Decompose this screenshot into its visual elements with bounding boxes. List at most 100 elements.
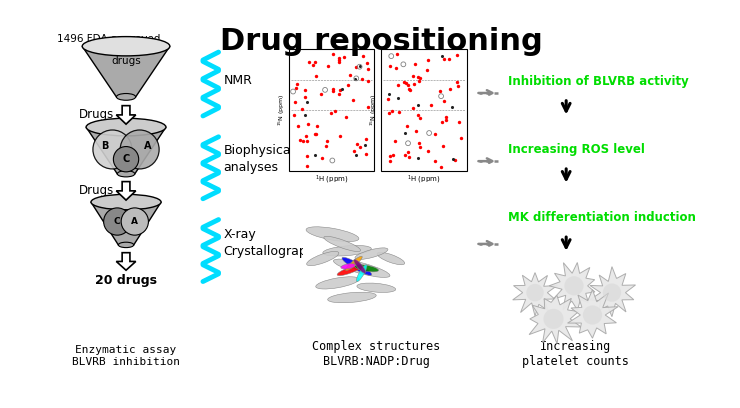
Point <box>384 153 396 160</box>
Point <box>321 137 333 144</box>
Point <box>302 121 314 127</box>
Text: MK differentiation induction: MK differentiation induction <box>508 211 696 224</box>
Point <box>360 151 372 157</box>
Polygon shape <box>116 253 135 270</box>
Point <box>412 155 424 161</box>
Point <box>301 98 313 105</box>
Point <box>291 81 303 87</box>
Ellipse shape <box>337 265 363 276</box>
Point <box>309 151 321 158</box>
Text: B: B <box>101 141 108 151</box>
Point <box>301 153 313 160</box>
Point <box>389 137 401 144</box>
Point <box>315 91 327 97</box>
Polygon shape <box>91 202 161 245</box>
Point <box>425 102 437 108</box>
Bar <box>289 49 374 171</box>
Point <box>453 119 465 126</box>
Point <box>388 152 400 158</box>
Point <box>440 117 452 124</box>
Ellipse shape <box>118 242 134 248</box>
Polygon shape <box>590 267 636 317</box>
Text: Enzymatic assay
BLVRB inhibition: Enzymatic assay BLVRB inhibition <box>72 345 180 367</box>
Point <box>403 85 415 92</box>
Point <box>362 78 374 85</box>
Point <box>386 53 397 60</box>
Point <box>405 87 417 93</box>
Point <box>413 140 425 146</box>
Point <box>319 86 331 93</box>
Text: NMR: NMR <box>223 74 252 87</box>
Point <box>354 62 366 69</box>
Point <box>451 79 462 85</box>
Point <box>334 133 346 140</box>
Circle shape <box>104 208 131 235</box>
Text: A: A <box>131 217 138 226</box>
Point <box>362 104 374 110</box>
Point <box>320 143 332 149</box>
Text: A: A <box>144 141 151 151</box>
Point <box>350 75 362 82</box>
Point <box>301 138 313 144</box>
Point <box>352 141 363 148</box>
Text: Drugs: Drugs <box>79 108 115 121</box>
Point <box>333 57 345 64</box>
Point <box>295 137 306 143</box>
Point <box>349 76 361 82</box>
Text: C: C <box>114 217 121 226</box>
Point <box>359 142 371 149</box>
Point <box>398 79 410 86</box>
Ellipse shape <box>306 227 359 242</box>
Ellipse shape <box>334 259 390 277</box>
Point <box>393 109 405 115</box>
Point <box>354 144 366 151</box>
Point <box>383 62 395 69</box>
Point <box>383 110 395 116</box>
Ellipse shape <box>357 283 396 293</box>
Polygon shape <box>568 290 618 338</box>
Point <box>421 66 433 73</box>
Point <box>287 88 299 95</box>
Point <box>440 114 452 120</box>
Point <box>407 73 419 80</box>
Point <box>303 58 315 65</box>
Point <box>402 81 414 88</box>
Point <box>384 158 396 164</box>
Ellipse shape <box>316 277 359 289</box>
Bar <box>381 49 467 171</box>
Point <box>412 101 424 108</box>
Point <box>423 130 435 136</box>
Point <box>360 60 372 67</box>
Point <box>401 122 413 129</box>
Point <box>435 164 447 170</box>
Ellipse shape <box>342 257 371 275</box>
FancyBboxPatch shape <box>303 186 464 307</box>
Text: Drugs: Drugs <box>79 184 115 197</box>
Point <box>347 97 359 103</box>
Text: 1496 FDA-approved: 1496 FDA-approved <box>57 34 161 44</box>
Point <box>289 98 301 105</box>
Point <box>452 83 464 89</box>
Point <box>362 66 374 72</box>
Text: Biophysical
analyses: Biophysical analyses <box>223 144 295 174</box>
Point <box>299 94 311 101</box>
Point <box>316 155 328 161</box>
Point <box>299 111 311 118</box>
Point <box>292 122 303 129</box>
Circle shape <box>121 208 149 235</box>
Point <box>307 62 319 69</box>
Point <box>438 55 450 62</box>
Point <box>329 108 341 114</box>
Point <box>349 152 361 158</box>
Polygon shape <box>86 127 166 174</box>
Point <box>300 133 312 140</box>
Ellipse shape <box>117 171 135 177</box>
Point <box>429 157 441 164</box>
Point <box>444 86 456 93</box>
Point <box>391 51 403 58</box>
Text: $^{15}$N (ppm): $^{15}$N (ppm) <box>277 94 286 126</box>
Ellipse shape <box>357 265 367 282</box>
Ellipse shape <box>82 37 170 56</box>
Point <box>334 91 346 97</box>
Point <box>322 63 334 69</box>
